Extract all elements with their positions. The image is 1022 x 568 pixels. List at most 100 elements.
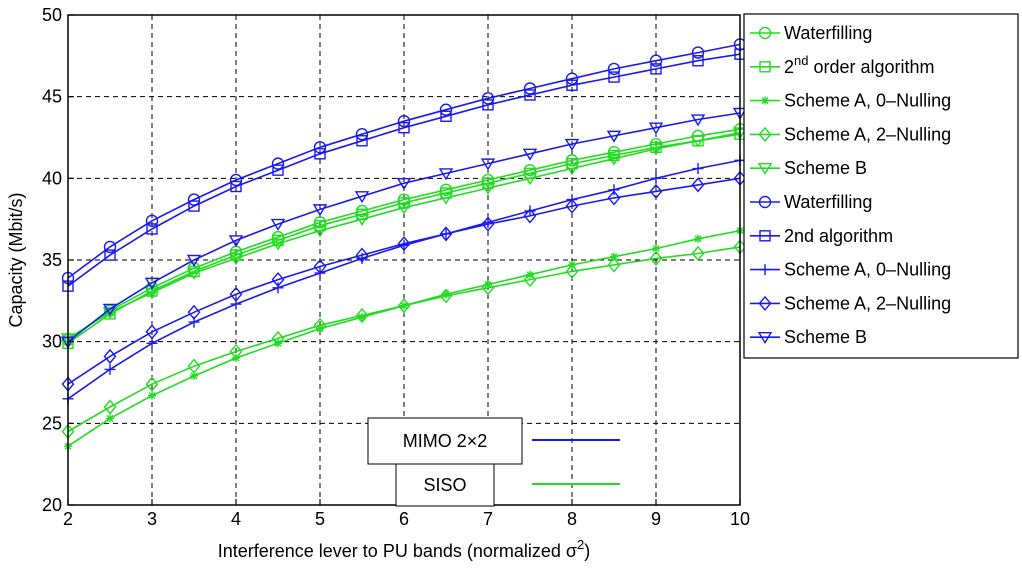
data-point — [565, 72, 579, 85]
annotation-box — [367, 417, 523, 465]
data-point — [186, 267, 202, 280]
data-point — [652, 244, 660, 253]
x-tick-label: 4 — [231, 509, 241, 529]
legend-swatch-marker — [758, 295, 772, 311]
data-point — [481, 280, 495, 296]
annotation-text: SISO — [423, 475, 466, 495]
y-axis-label: Capacity (Mbit/s) — [6, 192, 26, 327]
legend-swatch-marker — [758, 126, 772, 142]
y-tick-label: 50 — [42, 5, 62, 25]
legend-swatch-marker — [757, 162, 773, 176]
legend-entry-5: Scheme B — [750, 158, 867, 178]
legend-entry-6: Waterfilling — [750, 192, 872, 212]
data-point — [610, 252, 618, 261]
legend-label-rest: order algorithm — [808, 57, 934, 77]
data-point — [188, 200, 200, 212]
data-point — [356, 135, 368, 147]
data-point — [607, 257, 621, 273]
data-point — [355, 307, 369, 324]
data-point — [271, 157, 285, 170]
data-point — [397, 114, 411, 128]
x-axis-label-sup: 2 — [577, 537, 584, 552]
data-point — [438, 192, 454, 205]
data-point — [187, 304, 201, 320]
data-point — [102, 303, 118, 316]
legend-label-main: 2nd algorithm — [784, 226, 893, 246]
legend-label-main: Scheme A, 2–Nulling — [784, 124, 951, 144]
data-point — [271, 330, 285, 346]
data-point — [274, 339, 282, 348]
legend-label: 2nd order algorithm — [784, 53, 935, 77]
data-point — [230, 180, 242, 193]
legend-entry-8: Scheme A, 0–Nulling — [750, 260, 951, 280]
series-line — [67, 43, 741, 279]
data-point — [439, 103, 453, 116]
data-point — [313, 317, 327, 333]
legend-entry-4: Scheme A, 2–Nulling — [750, 124, 951, 144]
data-point — [229, 343, 243, 360]
data-point — [606, 153, 622, 166]
data-point — [271, 272, 285, 288]
data-point — [691, 177, 705, 193]
data-point — [691, 245, 705, 262]
data-point — [146, 223, 158, 235]
legend-label-sup: nd — [794, 53, 808, 68]
legend-entry-7: 2nd algorithm — [750, 226, 893, 246]
annotation-text: MIMO 2×2 — [403, 431, 488, 451]
data-point — [608, 71, 620, 83]
data-point — [104, 363, 116, 375]
x-tick-label: 3 — [147, 509, 157, 529]
data-point — [442, 290, 450, 299]
data-point — [148, 391, 156, 400]
legend-swatch-marker — [759, 264, 771, 276]
legend-label: 2nd algorithm — [784, 226, 893, 246]
data-point — [187, 193, 201, 206]
legend-label-main: Scheme B — [784, 158, 867, 178]
legend-swatch-marker — [758, 26, 772, 40]
data-point — [396, 178, 412, 191]
data-point — [606, 130, 622, 143]
legend: Waterfilling 2nd order algorithm Scheme A,… — [743, 13, 1019, 359]
y-tick-label: 30 — [42, 332, 62, 352]
legend-label: Scheme B — [784, 327, 867, 347]
data-point — [228, 253, 244, 266]
data-point — [564, 163, 580, 176]
legend-swatch-marker — [759, 61, 771, 73]
series-layer — [60, 38, 748, 451]
data-point — [523, 82, 537, 95]
data-point — [481, 92, 495, 105]
annotation-box — [395, 463, 495, 507]
data-point — [312, 204, 328, 217]
data-point — [649, 54, 663, 67]
legend-swatch-marker — [759, 230, 771, 242]
data-point — [690, 135, 706, 148]
legend-label-main: Waterfilling — [784, 23, 872, 43]
data-point — [355, 128, 369, 141]
data-point — [228, 235, 244, 248]
data-point — [398, 121, 410, 134]
legend-label-main: Scheme A, 0–Nulling — [784, 91, 951, 111]
data-point — [313, 258, 327, 275]
data-point — [270, 218, 286, 231]
data-point — [608, 184, 620, 196]
legend-label-main: Scheme B — [784, 327, 867, 347]
data-point — [355, 247, 369, 263]
data-point — [314, 148, 326, 160]
data-point — [481, 216, 495, 232]
data-point — [565, 263, 579, 280]
data-point — [523, 272, 537, 288]
legend-label-main: Scheme A, 2–Nulling — [784, 293, 951, 313]
data-point — [229, 173, 243, 187]
legend-label: Scheme B — [784, 158, 867, 178]
series-line — [67, 177, 741, 385]
data-point — [524, 205, 536, 217]
data-point — [564, 138, 580, 151]
legend-box — [743, 13, 1019, 359]
data-point — [694, 234, 702, 243]
data-point — [145, 376, 159, 392]
data-point — [229, 286, 243, 302]
legend-label-main: Scheme A, 0–Nulling — [784, 260, 951, 280]
data-point — [522, 148, 538, 161]
data-point — [692, 163, 704, 175]
